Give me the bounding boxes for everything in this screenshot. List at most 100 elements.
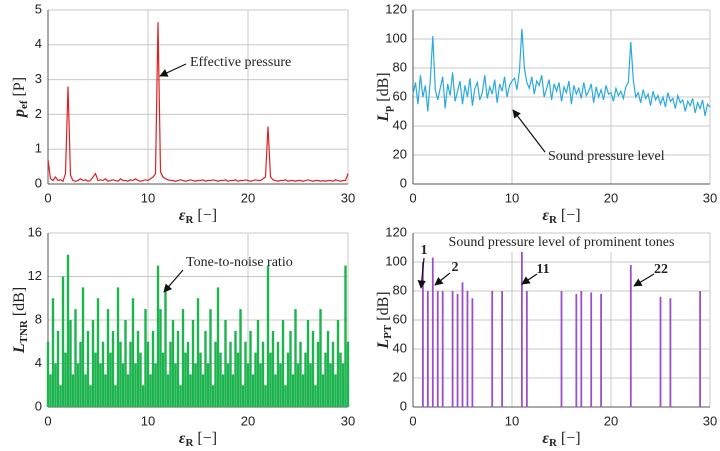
y-label-main: p bbox=[11, 109, 28, 119]
x-label-main: ε bbox=[179, 207, 186, 224]
bar bbox=[116, 287, 120, 407]
bar bbox=[471, 298, 474, 407]
bar bbox=[124, 320, 127, 407]
bar bbox=[246, 363, 250, 407]
annotation: 1 bbox=[421, 243, 428, 258]
bar bbox=[119, 341, 122, 407]
annotation: 22 bbox=[654, 262, 668, 277]
bar bbox=[66, 254, 70, 407]
y-tick-label: 120 bbox=[385, 1, 407, 16]
bar bbox=[104, 374, 107, 407]
y-tick-label: 5 bbox=[35, 1, 42, 16]
bar bbox=[64, 352, 67, 407]
bar bbox=[176, 330, 180, 407]
bar bbox=[294, 309, 297, 407]
x-tick-label: 10 bbox=[141, 413, 155, 428]
bar bbox=[131, 298, 135, 407]
bar bbox=[525, 291, 528, 407]
y-tick-label: 80 bbox=[393, 59, 407, 74]
annotation-arrow bbox=[434, 272, 451, 286]
x-label-main: ε bbox=[542, 207, 549, 224]
y-tick-label: 0 bbox=[400, 398, 407, 413]
bar bbox=[659, 296, 662, 407]
bar bbox=[491, 291, 494, 407]
bar bbox=[114, 385, 117, 407]
bar bbox=[344, 265, 347, 407]
bar bbox=[76, 363, 80, 407]
bar bbox=[346, 341, 350, 407]
bar bbox=[174, 363, 177, 407]
bar bbox=[456, 293, 459, 407]
x-tick-label: 10 bbox=[505, 413, 519, 428]
bar bbox=[256, 320, 260, 407]
y-tick-label: 100 bbox=[385, 30, 407, 45]
bar bbox=[69, 320, 72, 407]
x-label-main: ε bbox=[542, 430, 549, 447]
bar bbox=[111, 330, 115, 407]
bar bbox=[311, 330, 315, 407]
x-axis-label: εR [−] bbox=[179, 207, 217, 226]
y-tick-label: 3 bbox=[35, 71, 42, 86]
x-tick-label: 30 bbox=[703, 413, 717, 428]
x-tick-label: 0 bbox=[44, 190, 51, 205]
bar bbox=[254, 352, 257, 407]
bar bbox=[54, 363, 57, 407]
bar bbox=[109, 352, 112, 407]
annotation: 11 bbox=[536, 262, 549, 277]
bar bbox=[301, 374, 305, 407]
bar bbox=[89, 385, 92, 407]
bar bbox=[94, 352, 97, 407]
annotation: 2 bbox=[452, 260, 459, 275]
y-tick-label: 12 bbox=[28, 268, 42, 283]
bar bbox=[324, 352, 327, 407]
panel: 0 20 40 60 80 100 120 0 10 20 30 LPT [dB] εR [−] Soun… bbox=[375, 224, 718, 448]
bar bbox=[629, 264, 632, 407]
annotation-arrow bbox=[163, 269, 184, 293]
bar bbox=[186, 341, 190, 407]
bar bbox=[261, 341, 265, 407]
y-label-unit: [dB] bbox=[375, 72, 392, 105]
bar bbox=[206, 363, 210, 407]
y-tick-label: 20 bbox=[393, 369, 407, 384]
bar bbox=[276, 341, 280, 407]
x-label-sub: R bbox=[185, 214, 194, 226]
bar bbox=[341, 363, 345, 407]
x-label-sub: R bbox=[185, 437, 194, 449]
bar bbox=[81, 287, 85, 407]
y-tick-label: 4 bbox=[35, 36, 42, 51]
bar bbox=[216, 287, 220, 407]
bar bbox=[286, 352, 290, 407]
bar bbox=[431, 257, 434, 407]
x-label-unit: [−] bbox=[193, 207, 217, 224]
x-tick-label: 20 bbox=[604, 190, 618, 205]
annotation-arrow bbox=[521, 273, 538, 285]
bar bbox=[166, 374, 170, 407]
bar bbox=[56, 330, 60, 407]
bar bbox=[149, 374, 152, 407]
bar bbox=[304, 352, 307, 407]
x-label-unit: [−] bbox=[557, 430, 581, 447]
bar bbox=[161, 352, 165, 407]
bar bbox=[96, 298, 100, 407]
y-tick-label: 20 bbox=[393, 146, 407, 161]
bar bbox=[234, 330, 237, 407]
bar bbox=[51, 298, 55, 407]
bar bbox=[189, 374, 192, 407]
annotation-arrow bbox=[159, 63, 187, 77]
y-tick-label: 60 bbox=[393, 88, 407, 103]
x-label-sub: R bbox=[549, 214, 558, 226]
x-tick-label: 0 bbox=[44, 413, 51, 428]
bar bbox=[86, 330, 90, 407]
bar bbox=[139, 352, 142, 407]
bar bbox=[264, 385, 267, 407]
bar bbox=[194, 363, 197, 407]
annotation: Sound pressure level bbox=[548, 149, 665, 164]
x-tick-label: 10 bbox=[505, 190, 519, 205]
bar bbox=[209, 309, 212, 407]
bar bbox=[196, 298, 200, 407]
bar bbox=[501, 291, 503, 407]
bar bbox=[91, 320, 95, 407]
bar bbox=[59, 385, 62, 407]
bar bbox=[214, 341, 217, 407]
